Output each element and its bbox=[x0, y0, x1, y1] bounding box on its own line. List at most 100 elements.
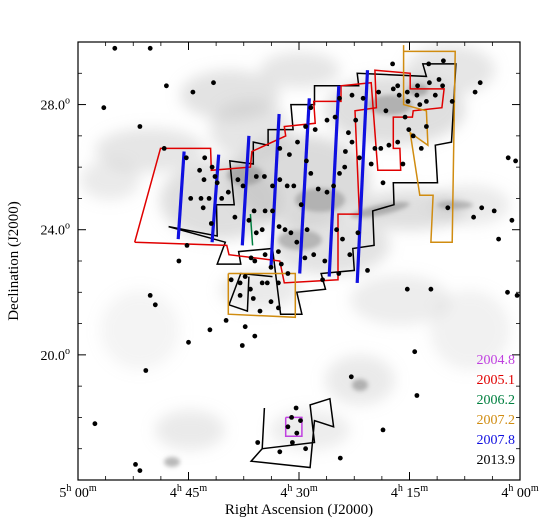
star-point bbox=[242, 324, 248, 330]
star-point bbox=[112, 45, 118, 51]
star-point bbox=[441, 58, 446, 64]
star-point bbox=[337, 171, 342, 176]
star-point bbox=[223, 318, 229, 323]
strip-2007.8-1 bbox=[210, 154, 221, 243]
star-point bbox=[259, 280, 265, 286]
star-point bbox=[412, 349, 418, 355]
star-point bbox=[380, 180, 386, 186]
star-point bbox=[268, 299, 274, 305]
y-axis-label: Declination (J2000) bbox=[6, 201, 22, 321]
star-point bbox=[288, 230, 294, 236]
star-point bbox=[253, 230, 259, 236]
star-point bbox=[396, 92, 402, 98]
star-point bbox=[101, 105, 107, 111]
star-point bbox=[417, 102, 423, 107]
star-point bbox=[248, 255, 254, 261]
star-point bbox=[298, 202, 304, 208]
star-point bbox=[372, 146, 378, 151]
star-point bbox=[432, 92, 438, 98]
star-point bbox=[324, 117, 330, 123]
star-point bbox=[472, 89, 478, 95]
star-point bbox=[428, 286, 434, 292]
star-point bbox=[239, 343, 245, 348]
star-point bbox=[440, 83, 445, 89]
star-point bbox=[209, 164, 215, 170]
star-point bbox=[406, 127, 412, 132]
star-point bbox=[184, 243, 190, 248]
star-point bbox=[176, 258, 182, 264]
star-point bbox=[386, 142, 392, 148]
star-point bbox=[270, 183, 275, 189]
star-point bbox=[211, 80, 216, 86]
star-point bbox=[225, 189, 231, 195]
star-point bbox=[276, 249, 281, 255]
star-point bbox=[206, 196, 212, 201]
star-point bbox=[349, 92, 355, 98]
star-point bbox=[143, 368, 149, 373]
star-point bbox=[445, 205, 451, 211]
star-point bbox=[336, 271, 342, 276]
star-point bbox=[347, 252, 353, 258]
star-point bbox=[418, 146, 424, 151]
star-point bbox=[92, 421, 98, 427]
star-point bbox=[257, 308, 263, 314]
star-point bbox=[250, 296, 256, 301]
star-point bbox=[342, 164, 348, 170]
star-point bbox=[289, 415, 294, 420]
strip-2007.8-2 bbox=[240, 135, 251, 246]
star-point bbox=[349, 139, 355, 145]
star-point bbox=[255, 440, 261, 445]
star-point bbox=[164, 83, 169, 89]
star-point bbox=[426, 61, 432, 67]
x-tick-label: 4h 45m bbox=[170, 483, 208, 501]
star-point bbox=[232, 214, 238, 220]
legend-entry-2007.8: 2007.8 bbox=[477, 433, 516, 448]
star-point bbox=[404, 286, 410, 292]
star-point bbox=[285, 424, 291, 430]
star-point bbox=[277, 449, 283, 455]
outline-2004.8-7 bbox=[284, 416, 303, 437]
star-point bbox=[303, 446, 308, 452]
star-point bbox=[337, 455, 343, 461]
star-point bbox=[414, 92, 420, 98]
star-point bbox=[378, 146, 384, 151]
star-point bbox=[308, 171, 314, 176]
star-point bbox=[282, 227, 288, 233]
star-point bbox=[368, 161, 374, 167]
legend: 2004.8 2005.1 2006.2 2007.2 2007.8 2013.9 bbox=[477, 353, 516, 468]
extinction-map-diffuse bbox=[80, 45, 510, 450]
star-point bbox=[331, 183, 336, 189]
legend-entry-2006.2: 2006.2 bbox=[477, 393, 516, 408]
star-point bbox=[390, 61, 395, 67]
star-point bbox=[212, 174, 218, 179]
star-point bbox=[147, 45, 153, 51]
survey-outlines bbox=[133, 45, 457, 469]
star-point bbox=[188, 196, 194, 201]
y-tick-label: 24.0o bbox=[41, 221, 71, 239]
star-point bbox=[383, 108, 389, 114]
star-point bbox=[262, 208, 268, 214]
star-point bbox=[505, 155, 511, 161]
star-point bbox=[509, 217, 515, 223]
star-point bbox=[449, 99, 455, 104]
star-point bbox=[405, 99, 411, 104]
star-point bbox=[186, 339, 191, 345]
star-point bbox=[291, 183, 297, 189]
star-point bbox=[395, 139, 401, 145]
star-point bbox=[505, 289, 510, 295]
x-tick-label: 4h 30m bbox=[280, 483, 318, 501]
star-point bbox=[259, 227, 265, 233]
star-point bbox=[228, 277, 234, 283]
star-point bbox=[424, 124, 429, 129]
star-point bbox=[514, 293, 520, 298]
star-point bbox=[253, 174, 259, 179]
star-markers bbox=[92, 45, 520, 473]
star-point bbox=[268, 264, 274, 270]
star-point bbox=[287, 152, 292, 158]
star-point bbox=[137, 124, 143, 129]
star-point bbox=[402, 114, 408, 120]
star-point bbox=[471, 214, 476, 220]
star-point bbox=[304, 158, 309, 164]
legend-entry-2013.9: 2013.9 bbox=[477, 453, 516, 468]
